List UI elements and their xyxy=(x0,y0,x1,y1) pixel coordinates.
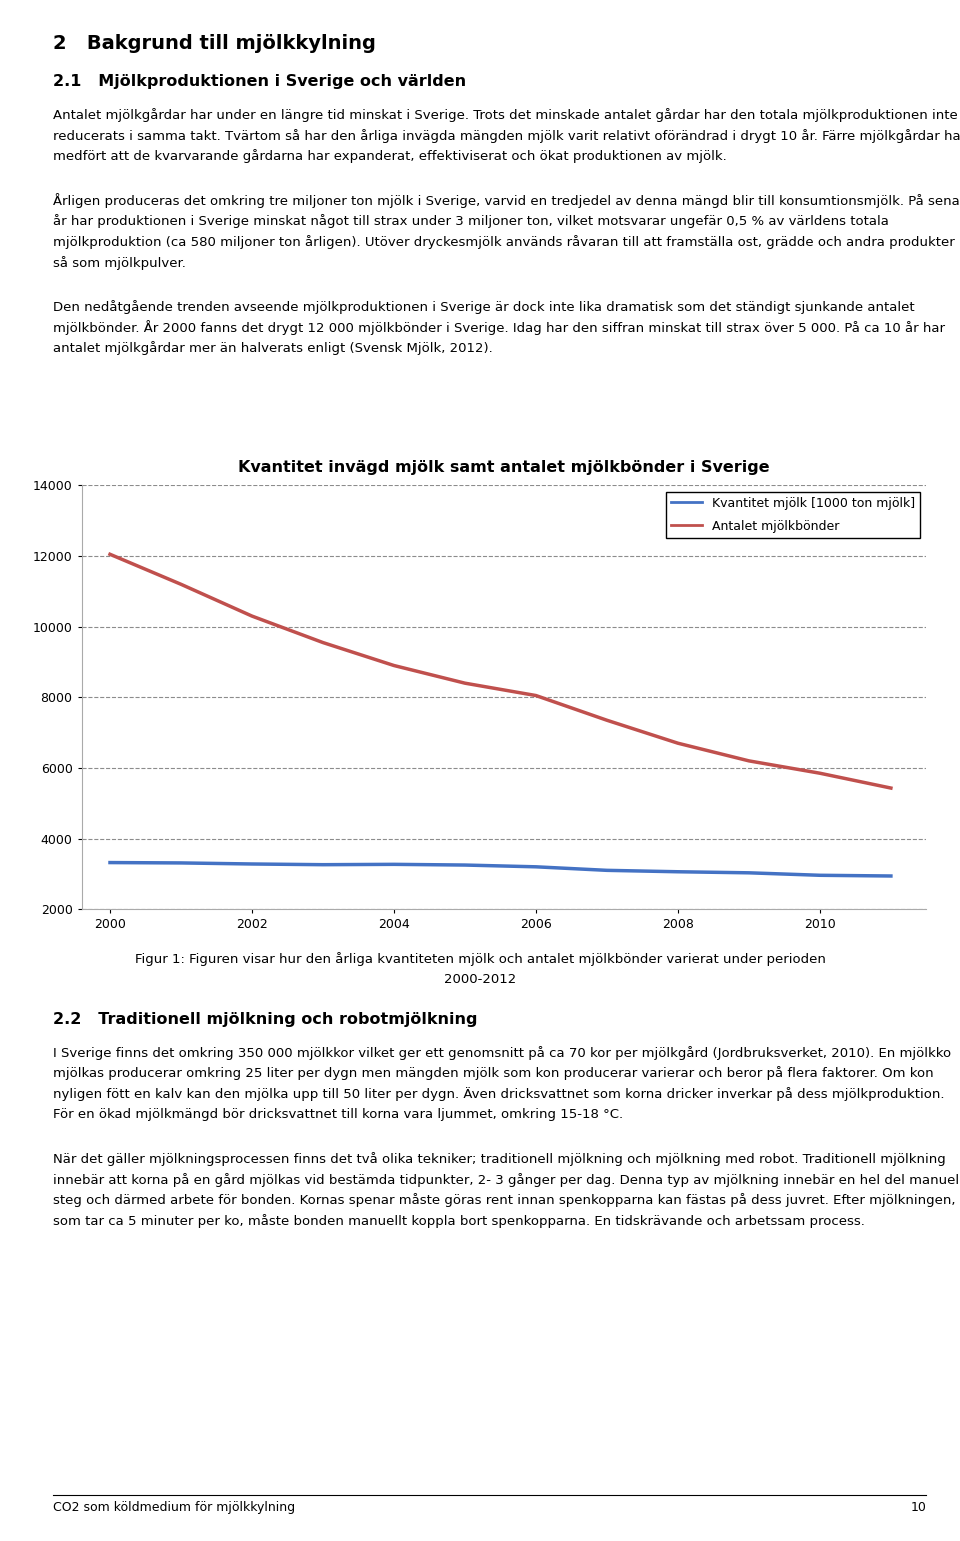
Text: mjölkproduktion (ca 580 miljoner ton årligen). Utöver dryckesmjölk används råvar: mjölkproduktion (ca 580 miljoner ton årl… xyxy=(53,234,954,250)
Text: 2000-2012: 2000-2012 xyxy=(444,974,516,986)
Text: så som mjölkpulver.: så som mjölkpulver. xyxy=(53,256,185,270)
Text: 2   Bakgrund till mjölkkylning: 2 Bakgrund till mjölkkylning xyxy=(53,34,375,52)
Text: 2.1   Mjölkproduktionen i Sverige och världen: 2.1 Mjölkproduktionen i Sverige och värl… xyxy=(53,74,466,89)
Text: Figur 1: Figuren visar hur den årliga kvantiteten mjölk och antalet mjölkbönder : Figur 1: Figuren visar hur den årliga kv… xyxy=(134,952,826,966)
Legend: Kvantitet mjölk [1000 ton mjölk], Antalet mjölkbönder: Kvantitet mjölk [1000 ton mjölk], Antale… xyxy=(666,492,920,538)
Text: reducerats i samma takt. Tvärtom så har den årliga invägda mängden mjölk varit r: reducerats i samma takt. Tvärtom så har … xyxy=(53,129,960,143)
Text: innebär att korna på en gård mjölkas vid bestämda tidpunkter, 2- 3 gånger per da: innebär att korna på en gård mjölkas vid… xyxy=(53,1173,960,1187)
Text: steg och därmed arbete för bonden. Kornas spenar måste göras rent innan spenkopp: steg och därmed arbete för bonden. Korna… xyxy=(53,1194,955,1208)
Text: CO2 som köldmedium för mjölkkylning: CO2 som köldmedium för mjölkkylning xyxy=(53,1501,295,1513)
Text: För en ökad mjölkmängd bör dricksvattnet till korna vara ljummet, omkring 15-18 : För en ökad mjölkmängd bör dricksvattnet… xyxy=(53,1108,623,1120)
Text: 2.2   Traditionell mjölkning och robotmjölkning: 2.2 Traditionell mjölkning och robotmjöl… xyxy=(53,1012,477,1026)
Title: Kvantitet invägd mjölk samt antalet mjölkbönder i Sverige: Kvantitet invägd mjölk samt antalet mjöl… xyxy=(238,459,770,475)
Text: mjölkas producerar omkring 25 liter per dygn men mängden mjölk som kon producera: mjölkas producerar omkring 25 liter per … xyxy=(53,1066,933,1080)
Text: 10: 10 xyxy=(910,1501,926,1513)
Text: mjölkbönder. År 2000 fanns det drygt 12 000 mjölkbönder i Sverige. Idag har den : mjölkbönder. År 2000 fanns det drygt 12 … xyxy=(53,321,945,336)
Text: När det gäller mjölkningsprocessen finns det två olika tekniker; traditionell mj: När det gäller mjölkningsprocessen finns… xyxy=(53,1153,946,1167)
Text: antalet mjölkgårdar mer än halverats enligt (Svensk Mjölk, 2012).: antalet mjölkgårdar mer än halverats enl… xyxy=(53,341,492,356)
Text: Antalet mjölkgårdar har under en längre tid minskat i Sverige. Trots det minskad: Antalet mjölkgårdar har under en längre … xyxy=(53,108,957,122)
Text: Årligen produceras det omkring tre miljoner ton mjölk i Sverige, varvid en tredj: Årligen produceras det omkring tre miljo… xyxy=(53,193,960,208)
Text: Den nedåtgående trenden avseende mjölkproduktionen i Sverige är dock inte lika d: Den nedåtgående trenden avseende mjölkpr… xyxy=(53,299,915,314)
Text: medfört att de kvarvarande gårdarna har expanderat, effektiviserat och ökat prod: medfört att de kvarvarande gårdarna har … xyxy=(53,149,727,163)
Text: år har produktionen i Sverige minskat något till strax under 3 miljoner ton, vil: år har produktionen i Sverige minskat nå… xyxy=(53,214,889,228)
Text: nyligen fött en kalv kan den mjölka upp till 50 liter per dygn. Även dricksvattn: nyligen fött en kalv kan den mjölka upp … xyxy=(53,1088,945,1102)
Text: som tar ca 5 minuter per ko, måste bonden manuellt koppla bort spenkopparna. En : som tar ca 5 minuter per ko, måste bonde… xyxy=(53,1214,865,1228)
Text: I Sverige finns det omkring 350 000 mjölkkor vilket ger ett genomsnitt på ca 70 : I Sverige finns det omkring 350 000 mjöl… xyxy=(53,1046,951,1060)
